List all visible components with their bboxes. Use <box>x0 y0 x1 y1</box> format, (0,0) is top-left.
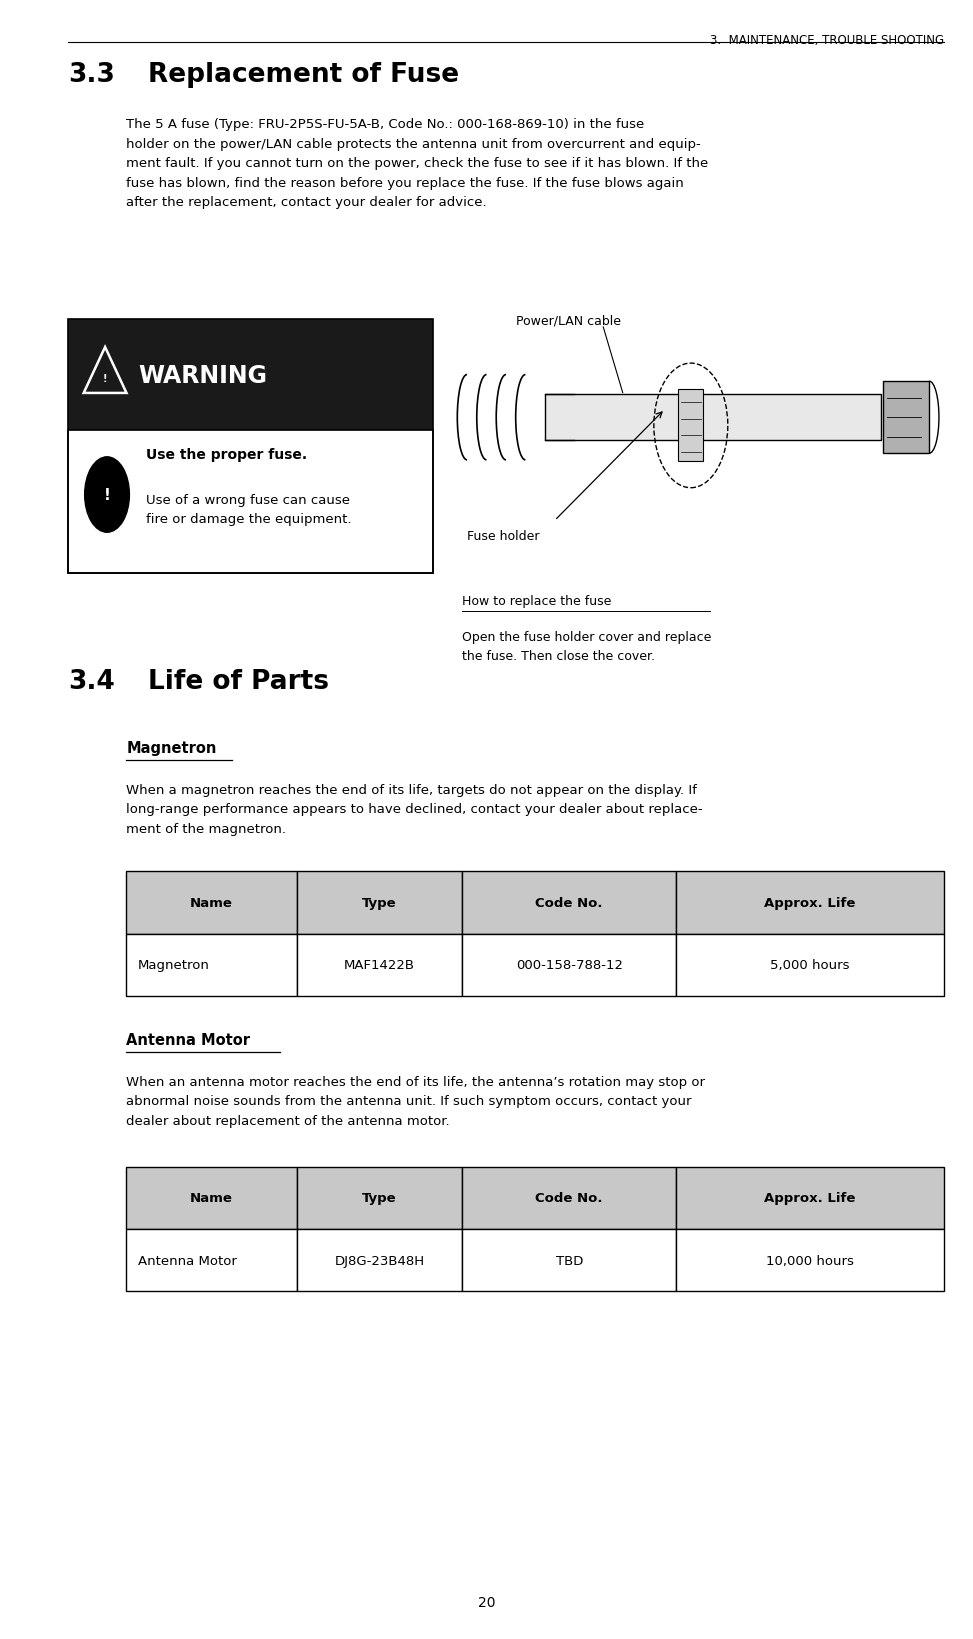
Text: Life of Parts: Life of Parts <box>148 669 329 695</box>
Text: Antenna Motor: Antenna Motor <box>126 1033 250 1047</box>
Circle shape <box>85 457 129 533</box>
Text: 3.  MAINTENANCE, TROUBLE SHOOTING: 3. MAINTENANCE, TROUBLE SHOOTING <box>709 34 944 48</box>
Bar <box>297 1229 462 1292</box>
Text: Type: Type <box>362 1192 397 1205</box>
Bar <box>126 872 297 934</box>
Text: TBD: TBD <box>556 1254 583 1267</box>
Text: Code No.: Code No. <box>535 1192 603 1205</box>
Bar <box>68 431 433 574</box>
Text: Code No.: Code No. <box>535 897 603 910</box>
Text: WARNING: WARNING <box>138 364 268 387</box>
Text: Magnetron: Magnetron <box>138 959 210 972</box>
Bar <box>462 1229 676 1292</box>
Text: 3.3: 3.3 <box>68 62 115 89</box>
Bar <box>68 320 433 574</box>
Text: Name: Name <box>190 897 234 910</box>
Bar <box>297 1167 462 1229</box>
Text: 10,000 hours: 10,000 hours <box>766 1254 854 1267</box>
Bar <box>126 1229 297 1292</box>
Bar <box>462 872 676 934</box>
Text: Use the proper fuse.: Use the proper fuse. <box>146 447 307 462</box>
Bar <box>68 320 433 431</box>
Text: Open the fuse holder cover and replace
the fuse. Then close the cover.: Open the fuse holder cover and replace t… <box>462 631 711 664</box>
Bar <box>462 1167 676 1229</box>
Bar <box>126 934 297 997</box>
Text: Power/LAN cable: Power/LAN cable <box>516 315 621 328</box>
Bar <box>297 934 462 997</box>
Text: The 5 A fuse (Type: FRU-2P5S-FU-5A-B, Code No.: 000-168-869-10) in the fuse
hold: The 5 A fuse (Type: FRU-2P5S-FU-5A-B, Co… <box>126 118 708 208</box>
Text: Name: Name <box>190 1192 234 1205</box>
Text: Approx. Life: Approx. Life <box>765 1192 855 1205</box>
Text: Use of a wrong fuse can cause
fire or damage the equipment.: Use of a wrong fuse can cause fire or da… <box>146 493 351 526</box>
Text: DJ8G-23B48H: DJ8G-23B48H <box>335 1254 424 1267</box>
Text: How to replace the fuse: How to replace the fuse <box>462 595 612 608</box>
Bar <box>126 1167 297 1229</box>
Text: Magnetron: Magnetron <box>126 741 217 756</box>
Text: 5,000 hours: 5,000 hours <box>771 959 849 972</box>
Text: !: ! <box>103 488 111 503</box>
Bar <box>676 1229 944 1292</box>
Text: When an antenna motor reaches the end of its life, the antenna’s rotation may st: When an antenna motor reaches the end of… <box>126 1075 705 1128</box>
Text: 20: 20 <box>478 1595 495 1609</box>
Bar <box>678 390 703 462</box>
Bar <box>297 872 462 934</box>
Bar <box>676 934 944 997</box>
Bar <box>676 872 944 934</box>
Bar <box>545 395 881 441</box>
Text: Type: Type <box>362 897 397 910</box>
Text: Fuse holder: Fuse holder <box>467 529 540 543</box>
Bar <box>676 1167 944 1229</box>
Text: !: ! <box>103 374 107 384</box>
Text: 000-158-788-12: 000-158-788-12 <box>516 959 623 972</box>
Text: 3.4: 3.4 <box>68 669 115 695</box>
Text: Replacement of Fuse: Replacement of Fuse <box>148 62 459 89</box>
Bar <box>462 934 676 997</box>
Text: MAF1422B: MAF1422B <box>344 959 414 972</box>
Text: When a magnetron reaches the end of its life, targets do not appear on the displ: When a magnetron reaches the end of its … <box>126 783 703 836</box>
Text: Antenna Motor: Antenna Motor <box>138 1254 237 1267</box>
Bar <box>883 382 929 454</box>
Text: Approx. Life: Approx. Life <box>765 897 855 910</box>
